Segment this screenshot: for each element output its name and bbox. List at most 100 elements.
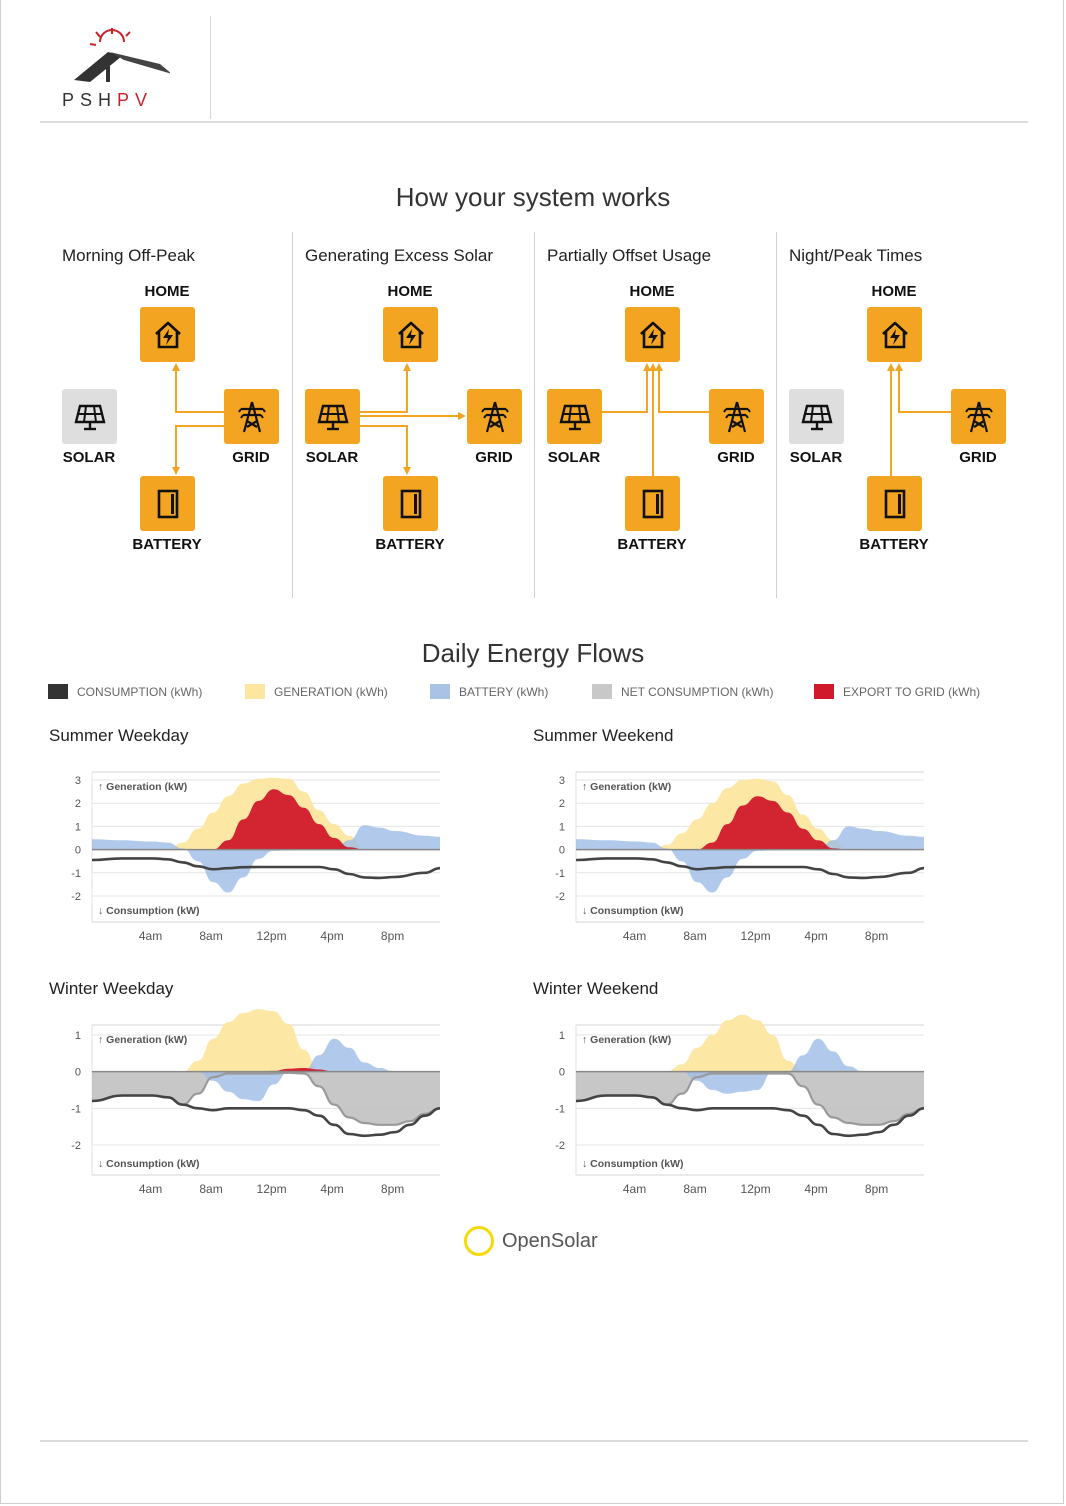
flow-diagram [602,363,709,476]
cons-axis-label: ↓ Consumption (kW) [582,1158,683,1170]
home-label: HOME [144,283,190,300]
flow-grid-to-battery [172,425,224,475]
legend-item: NET CONSUMPTION (kWh) [592,684,773,699]
x-tick-label: 12pm [741,929,771,943]
y-tick-label: 1 [559,821,565,833]
chart-plot: 3 2 1 0 -1 -2 ↑ Generation (kW) ↓ Consumption (… [71,771,441,943]
grid-label: GRID [232,449,270,466]
legend-label: BATTERY (kWh) [459,684,549,699]
y-tick-label: 3 [75,775,81,787]
x-tick-label: 8pm [381,929,404,943]
series-area-net [576,1071,924,1125]
solar-label: SOLAR [305,449,359,466]
x-tick-label: 4am [139,1182,162,1196]
chart-title: Winter Weekend [533,979,659,998]
home-node [867,307,922,362]
scenario-panels: Morning Off-Peak HOME SOLAR GRID BATTERY Gene… [50,232,1018,598]
y-tick-label: 1 [75,1030,81,1042]
series-area-battery [576,826,924,893]
chart-legend: CONSUMPTION (kWh) GENERATION (kWh) BATTERY… [48,684,1018,704]
y-tick-label: 1 [559,1030,565,1042]
header: PSHPV [40,0,1028,123]
chart-winter-weekday: Winter Weekday 1 0 -1 -2 ↑ Generation (kW) ↓ … [48,979,468,1209]
scenario-partial: Partially Offset Usage HOME SOLAR GRID BATTE… [534,232,777,598]
battery-icon [394,487,428,521]
flow-diagram [887,363,951,476]
grid-icon [235,400,269,434]
how-it-works-title: How your system works [395,182,671,212]
legend-swatch [245,684,265,699]
solar-node [62,389,117,444]
battery-node [140,476,195,531]
scenario-night: Night/Peak Times HOME SOLAR GRID BATTERY [776,232,1019,598]
scenario-excess: Generating Excess Solar HOME SOLAR GRID BATT… [292,232,535,598]
flow-diagram [172,363,224,475]
chart-title: Summer Weekday [49,726,189,745]
opensolar-logo: OpenSolar [464,1226,598,1256]
series-line-consumption [91,1094,441,1138]
legend-swatch [430,684,450,699]
grid-node [224,389,279,444]
y-tick-label: 3 [559,775,565,787]
gen-axis-label: ↑ Generation (kW) [582,781,671,793]
y-tick-label: 0 [75,845,81,857]
x-tick-label: 8am [199,1182,222,1196]
logo-text: PSHPV [62,90,154,110]
y-tick-label: 2 [75,798,81,810]
x-tick-label: 12pm [741,1182,771,1196]
home-label: HOME [387,283,433,300]
battery-icon [878,487,912,521]
company-logo: PSHPV [52,16,211,119]
gen-axis-label: ↑ Generation (kW) [582,1034,671,1046]
y-tick-label: -1 [71,868,81,880]
home-icon [151,318,185,352]
footer-divider [40,1440,1028,1442]
gen-axis-label: ↑ Generation (kW) [98,1034,187,1046]
x-tick-label: 8pm [381,1182,404,1196]
solar-node [547,389,602,444]
series-line-consumption [575,857,925,880]
home-icon [636,318,670,352]
home-node [383,307,438,362]
home-node [140,307,195,362]
grid-icon [478,400,512,434]
legend-label: GENERATION (kWh) [274,684,388,699]
legend-item: GENERATION (kWh) [245,684,388,699]
x-tick-label: 12pm [257,929,287,943]
solar-node [789,389,844,444]
solar-icon [558,400,592,434]
x-tick-label: 8pm [865,1182,888,1196]
flow-grid-to-home [172,363,224,413]
grid-icon [720,400,754,434]
sun-ring-icon [464,1226,494,1256]
legend-label: EXPORT TO GRID (kWh) [843,684,981,699]
x-tick-label: 4am [623,929,646,943]
legend-swatch [814,684,834,699]
series-area-generation [92,1009,440,1072]
series-area-export [92,789,440,850]
battery-label: BATTERY [617,536,687,553]
solar-label: SOLAR [789,449,843,466]
solar-label: SOLAR [62,449,116,466]
chart-title: Summer Weekend [533,726,674,745]
solar-icon [316,400,350,434]
x-tick-label: 4pm [320,1182,343,1196]
x-tick-label: 4am [623,1182,646,1196]
chart-plot: 3 2 1 0 -1 -2 ↑ Generation (kW) ↓ Consumption (… [555,771,925,943]
home-node [625,307,680,362]
x-tick-label: 4am [139,929,162,943]
battery-node [625,476,680,531]
battery-label: BATTERY [132,536,202,553]
home-label: HOME [629,283,675,300]
solar-label: SOLAR [547,449,601,466]
x-tick-label: 4pm [804,1182,827,1196]
y-tick-label: 1 [75,821,81,833]
y-tick-label: 0 [75,1067,81,1079]
flow-diagram [360,363,466,475]
y-tick-label: -2 [555,891,565,903]
battery-icon [636,487,670,521]
scenario-title: Night/Peak Times [789,246,923,265]
grid-node [467,389,522,444]
roof-sun-icon [74,28,170,82]
x-tick-label: 8am [199,929,222,943]
